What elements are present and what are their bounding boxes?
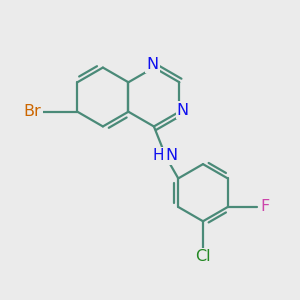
Text: Cl: Cl (195, 249, 211, 264)
Text: Br: Br (24, 104, 41, 119)
Text: F: F (261, 200, 270, 214)
Text: N: N (177, 103, 189, 118)
Text: N: N (165, 148, 178, 164)
Text: N: N (146, 57, 158, 72)
Text: H: H (152, 148, 164, 164)
